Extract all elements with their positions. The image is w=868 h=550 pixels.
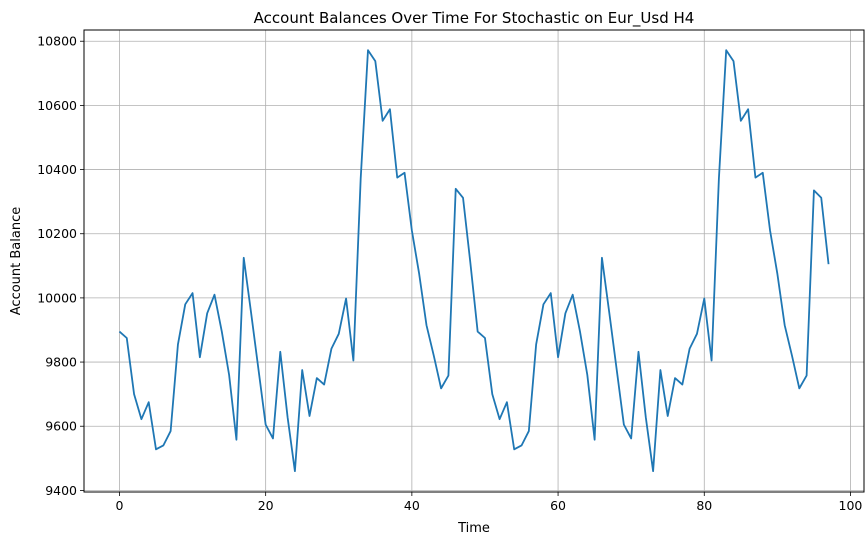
x-tick-label: 100 [839,498,863,513]
series-line [118,49,830,473]
line-layer [118,49,830,473]
x-tick-label: 20 [258,498,274,513]
x-axis-label: Time [457,521,490,536]
y-tick-label: 9800 [45,355,77,370]
chart-title: Account Balances Over Time For Stochasti… [254,9,695,28]
y-tick-label: 10800 [37,34,77,49]
y-axis-label: Account Balance [9,207,24,315]
plot-frame [83,29,865,493]
x-axis-ticks: 0 20 40 60 80 100 [115,492,862,513]
x-tick-label: 80 [696,498,712,513]
y-tick-label: 10000 [37,290,77,305]
x-tick-label: 0 [115,498,123,513]
y-tick-label: 9600 [45,419,77,434]
y-tick-label: 10600 [37,98,77,113]
grid [84,30,864,492]
y-tick-label: 10400 [37,162,77,177]
y-axis-ticks: 9400 9600 9800 10000 10200 10400 10600 10800 [37,34,84,498]
x-tick-label: 40 [404,498,420,513]
x-tick-label: 60 [550,498,566,513]
y-tick-label: 9400 [45,483,77,498]
y-tick-label: 10200 [37,226,77,241]
